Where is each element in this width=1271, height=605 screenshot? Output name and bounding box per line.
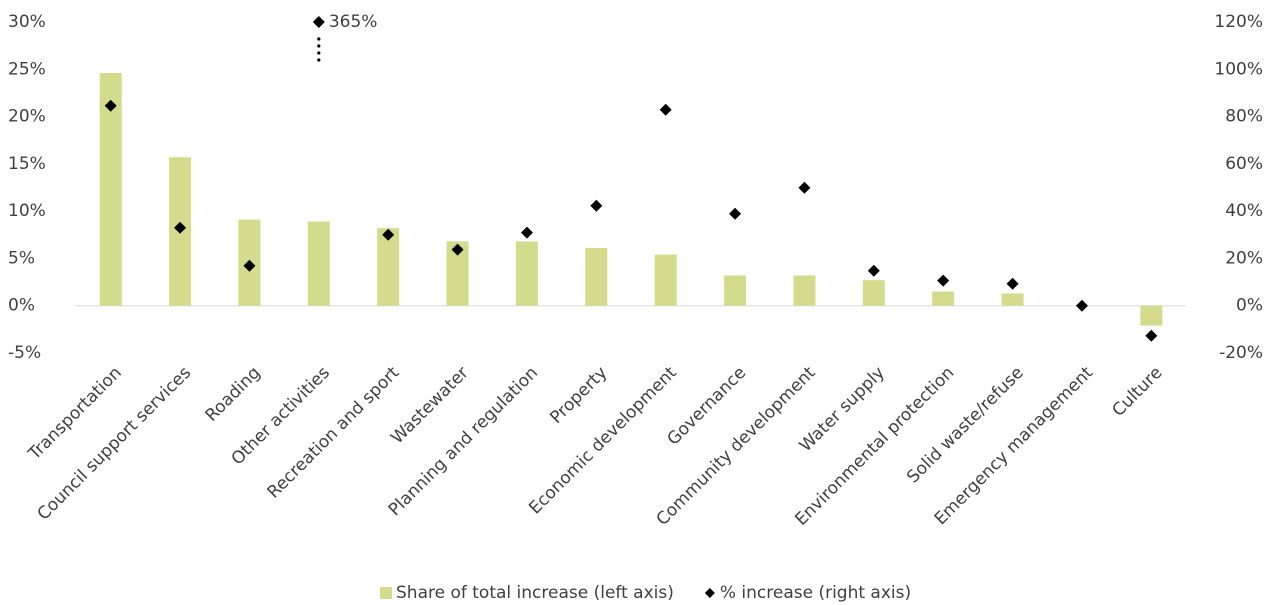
legend-label: Share of total increase (left axis) <box>396 583 674 603</box>
diamond <box>867 264 880 277</box>
y2-tick-label: 80% <box>1225 107 1263 127</box>
y-tick-label: 5% <box>8 248 35 268</box>
diamond <box>937 274 950 287</box>
y2-tick-label: -20% <box>1219 343 1263 363</box>
diamond <box>590 199 603 212</box>
diamond <box>451 243 464 256</box>
bar <box>377 228 400 306</box>
diamond <box>798 181 811 194</box>
diamond <box>1145 329 1158 342</box>
y-tick-label: 10% <box>8 201 46 221</box>
data-label: 365% <box>329 12 378 32</box>
bar <box>1140 305 1163 326</box>
legend-swatch <box>380 587 392 599</box>
x-tick-label: Planning and regulation <box>385 363 542 520</box>
diamond <box>382 228 395 241</box>
bar <box>515 241 538 306</box>
y-tick-label: -5% <box>8 343 41 363</box>
bar <box>585 248 608 306</box>
bar <box>932 291 955 306</box>
bar <box>862 280 885 306</box>
y2-tick-label: 20% <box>1225 248 1263 268</box>
y-tick-label: 30% <box>8 12 46 32</box>
axis-break-dot <box>317 37 321 41</box>
x-tick-label: Property <box>546 363 611 428</box>
bar <box>654 254 677 306</box>
axis-break-dot <box>317 58 321 62</box>
y-tick-label: 0% <box>8 296 35 316</box>
y2-tick-label: 0% <box>1236 296 1263 316</box>
x-tick-label: Economic development <box>525 363 681 519</box>
diamond <box>1006 277 1019 290</box>
bar <box>724 275 747 306</box>
y-tick-label: 25% <box>8 59 46 79</box>
bar <box>446 241 469 306</box>
x-tick-label: Recreation and sport <box>264 363 404 503</box>
diamond <box>729 207 742 220</box>
x-tick-label: Solid waste/refuse <box>903 363 1027 487</box>
bar <box>793 275 816 306</box>
legend-label: % increase (right axis) <box>720 583 911 603</box>
diamond <box>1075 299 1088 312</box>
diamond <box>243 259 256 272</box>
axis-break-dot <box>317 44 321 48</box>
diamond <box>174 221 187 234</box>
diamond <box>659 103 672 116</box>
diamond <box>104 99 117 112</box>
y2-tick-label: 100% <box>1214 59 1263 79</box>
x-tick-label: Culture <box>1108 363 1166 421</box>
y2-tick-label: 60% <box>1225 154 1263 174</box>
bar <box>1001 293 1024 306</box>
legend-swatch <box>704 588 715 598</box>
x-tick-label: Roading <box>202 363 265 426</box>
diamond <box>520 226 533 239</box>
bar <box>99 73 122 306</box>
axis-break-dot <box>317 51 321 55</box>
y2-tick-label: 120% <box>1214 12 1263 32</box>
y2-tick-label: 40% <box>1225 201 1263 221</box>
bar <box>307 221 330 306</box>
y-tick-label: 20% <box>8 107 46 127</box>
y-tick-label: 15% <box>8 154 46 174</box>
diamond <box>312 16 325 28</box>
